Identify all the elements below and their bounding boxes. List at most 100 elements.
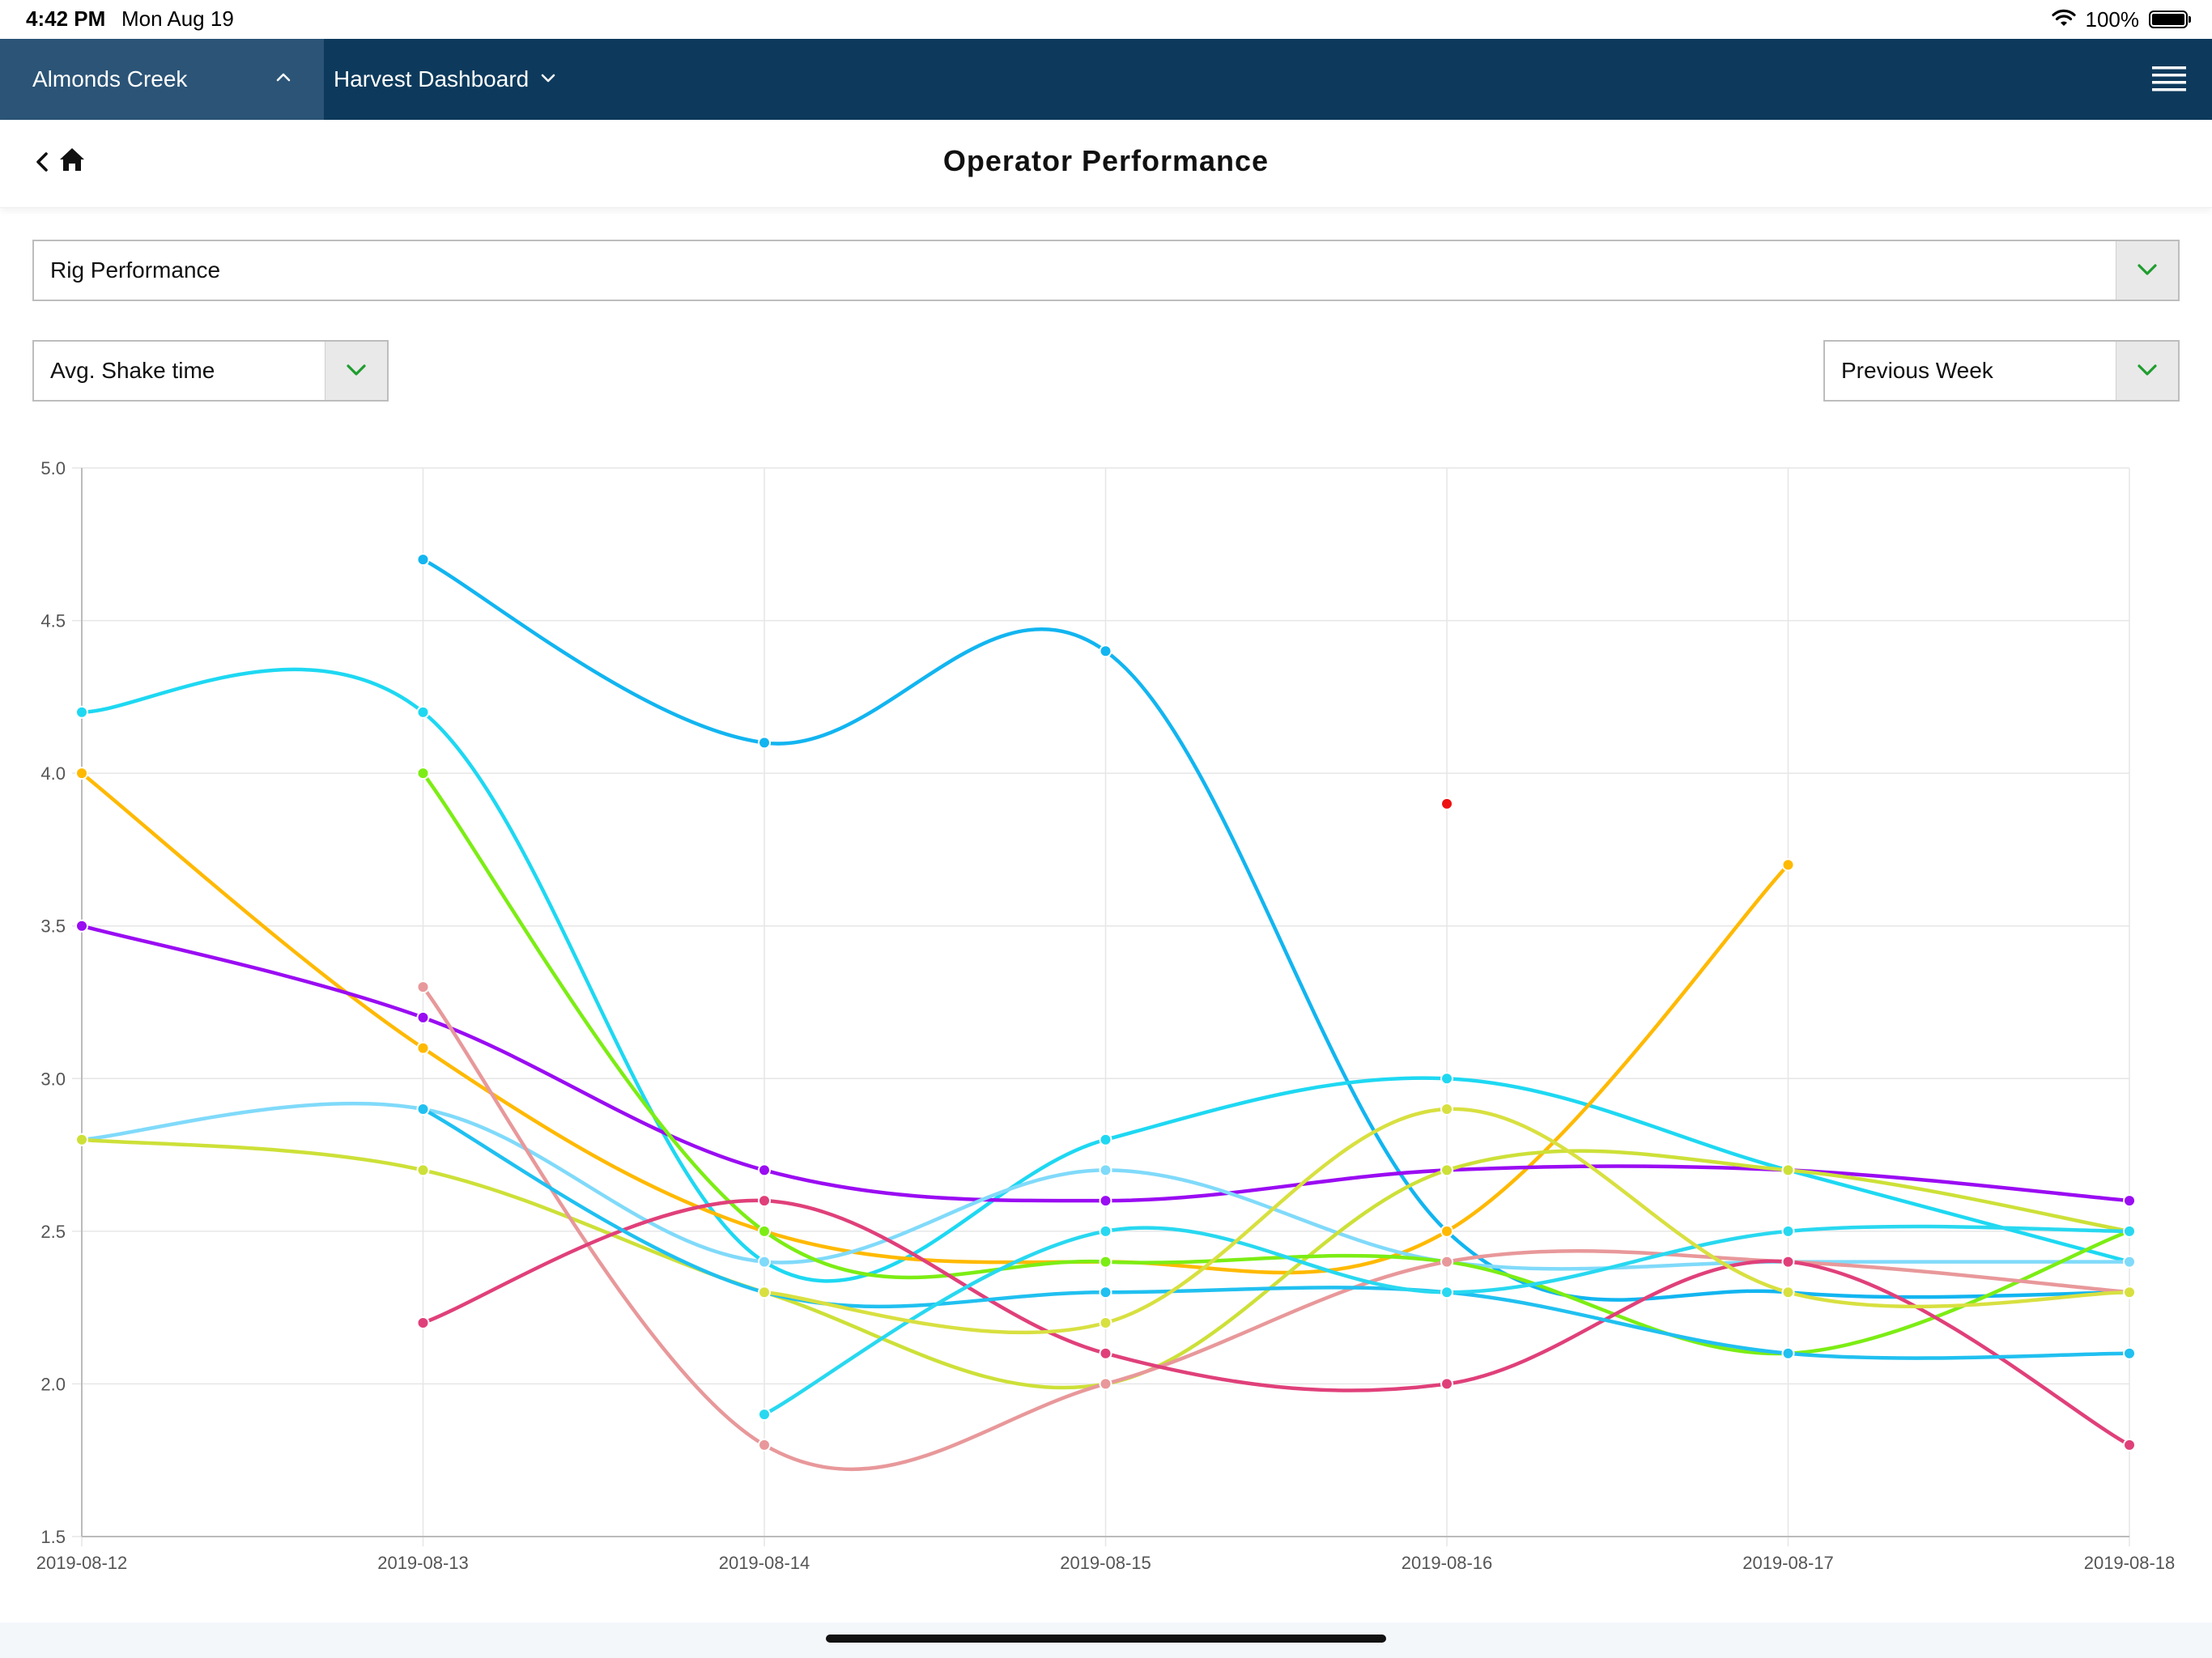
- data-point: [1099, 1346, 1112, 1360]
- y-tick-label: 5.0: [40, 458, 66, 478]
- series-line: [421, 984, 2132, 1472]
- data-point: [1440, 1224, 1453, 1238]
- y-tick-label: 1.5: [40, 1527, 66, 1547]
- period-value: Previous Week: [1841, 358, 1993, 383]
- data-point: [1099, 1133, 1112, 1146]
- chevron-left-icon: [36, 152, 48, 172]
- farm-selector[interactable]: Almonds Creek: [0, 39, 324, 120]
- y-tick-label: 2.0: [40, 1374, 66, 1394]
- series-line: [762, 1224, 2132, 1417]
- metric-select[interactable]: Avg. Shake time: [32, 340, 389, 402]
- data-point: [1440, 1103, 1453, 1116]
- data-point: [1099, 1286, 1112, 1299]
- data-point: [416, 767, 430, 780]
- series-line: [79, 771, 1790, 1275]
- period-select[interactable]: Previous Week: [1823, 340, 2180, 402]
- x-tick-label: 2019-08-13: [377, 1553, 469, 1573]
- data-point: [1440, 1163, 1453, 1177]
- status-time: 4:42 PM: [26, 6, 106, 31]
- series-line: [421, 1198, 2132, 1448]
- chevron-down-icon: [540, 70, 556, 90]
- data-point: [1781, 1163, 1795, 1177]
- data-point: [1099, 1316, 1112, 1329]
- data-point: [2123, 1255, 2136, 1269]
- status-right: 100%: [2051, 5, 2191, 34]
- dashboard-name: Harvest Dashboard: [334, 66, 530, 91]
- y-tick-label: 4.0: [40, 763, 66, 784]
- data-point: [416, 980, 430, 994]
- series-line: [421, 771, 2132, 1356]
- y-tick-label: 4.5: [40, 611, 66, 631]
- top-nav-bar: Almonds Creek Harvest Dashboard: [0, 39, 2212, 120]
- chevron-up-icon: [275, 70, 291, 90]
- report-type-select[interactable]: Rig Performance: [32, 240, 2180, 301]
- menu-button[interactable]: [2152, 63, 2186, 96]
- data-point: [1440, 1255, 1453, 1269]
- data-point: [758, 736, 771, 750]
- performance-chart: 1.5 2.0 2.5 3.0 3.5 4.0 4.5 5.0 2019-08-12 2019-0…: [0, 437, 2212, 1619]
- chevron-down-icon: [2138, 264, 2157, 275]
- data-point: [1781, 858, 1795, 872]
- data-point: [1099, 1224, 1112, 1238]
- data-point: [2123, 1438, 2136, 1452]
- data-point: [1440, 1377, 1453, 1391]
- report-type-value: Rig Performance: [50, 257, 221, 283]
- chevron-down-icon: [347, 364, 366, 376]
- report-dropdown-button[interactable]: [2116, 241, 2178, 300]
- data-point: [416, 553, 430, 567]
- x-tick-label: 2019-08-15: [1060, 1553, 1151, 1573]
- data-point: [416, 1103, 430, 1116]
- data-point: [75, 919, 88, 933]
- status-date: Mon Aug 19: [121, 6, 234, 31]
- data-point: [2123, 1224, 2136, 1238]
- dashboard-selector[interactable]: Harvest Dashboard: [334, 39, 556, 120]
- data-point: [75, 1133, 88, 1146]
- back-button[interactable]: [34, 149, 50, 175]
- data-point: [758, 1255, 771, 1269]
- data-point: [758, 1438, 771, 1452]
- metric-dropdown-button[interactable]: [325, 342, 387, 400]
- x-tick-label: 2019-08-17: [1742, 1553, 1834, 1573]
- farm-name: Almonds Creek: [32, 66, 188, 91]
- x-tick-label: 2019-08-16: [1402, 1553, 1493, 1573]
- home-icon: [60, 148, 84, 171]
- data-point: [1099, 1255, 1112, 1269]
- data-point: [1099, 1163, 1112, 1177]
- x-tick-label: 2019-08-14: [719, 1553, 810, 1573]
- page-header: Operator Performance: [0, 120, 2212, 208]
- wifi-icon: [2051, 8, 2076, 32]
- data-point: [416, 1316, 430, 1329]
- data-point: [2123, 1346, 2136, 1360]
- data-point: [1781, 1255, 1795, 1269]
- x-tick-label: 2019-08-18: [2084, 1553, 2176, 1573]
- data-point: [1099, 644, 1112, 658]
- data-point: [1440, 797, 1453, 810]
- data-point: [758, 1163, 771, 1177]
- y-tick-label: 3.5: [40, 916, 66, 937]
- data-point: [416, 705, 430, 719]
- line-chart: 1.5 2.0 2.5 3.0 3.5 4.0 4.5 5.0 2019-08-12 2019-0…: [36, 458, 2176, 1573]
- data-point: [1440, 1286, 1453, 1299]
- data-point: [1099, 1194, 1112, 1208]
- data-point: [416, 1163, 430, 1177]
- y-tick-label: 2.5: [40, 1222, 66, 1242]
- home-button[interactable]: [58, 146, 86, 173]
- chevron-down-icon: [2138, 364, 2157, 376]
- data-point: [758, 1408, 771, 1422]
- data-point: [1781, 1224, 1795, 1238]
- data-point: [1099, 1377, 1112, 1391]
- home-indicator: [826, 1635, 1386, 1643]
- page-title: Operator Performance: [942, 144, 1270, 177]
- data-point: [2123, 1286, 2136, 1299]
- data-point: [1781, 1346, 1795, 1360]
- status-bar: 4:42 PM Mon Aug 19 100%: [0, 0, 2212, 39]
- period-dropdown-button[interactable]: [2116, 342, 2178, 400]
- x-tick-label: 2019-08-12: [36, 1553, 128, 1573]
- hamburger-menu-icon: [2152, 66, 2186, 91]
- battery-level: [2152, 14, 2184, 25]
- battery-percent: 100%: [2085, 6, 2140, 32]
- data-point: [758, 1194, 771, 1208]
- data-point: [416, 1010, 430, 1024]
- data-point: [758, 1286, 771, 1299]
- data-point: [1440, 1072, 1453, 1086]
